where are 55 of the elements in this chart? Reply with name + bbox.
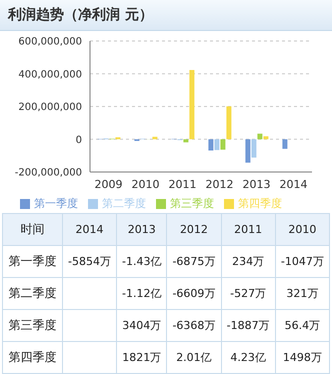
text: 2012 bbox=[166, 214, 222, 246]
text: -6368万 bbox=[166, 310, 222, 342]
text: 2011 bbox=[221, 214, 276, 246]
x-tick-label: 2011 bbox=[168, 178, 196, 191]
text: -1.43亿 bbox=[116, 246, 167, 278]
text: 4.23亿 bbox=[221, 342, 276, 374]
text: 321万 bbox=[275, 278, 330, 310]
text: 第三季度 bbox=[2, 310, 62, 342]
bar bbox=[183, 139, 188, 142]
x-tick-label: 2010 bbox=[132, 178, 160, 191]
y-tick-label: 600,000,000 bbox=[18, 36, 82, 48]
text: 2010 bbox=[275, 214, 330, 246]
y-tick-label: 200,000,000 bbox=[18, 102, 82, 114]
bar bbox=[220, 139, 226, 150]
text: 56.4万 bbox=[275, 310, 330, 342]
text: -1887万 bbox=[221, 310, 276, 342]
text: 234万 bbox=[221, 246, 276, 278]
bar bbox=[257, 134, 262, 140]
text: 第一季度 bbox=[2, 246, 62, 278]
legend-label: 第四季度 bbox=[238, 197, 282, 210]
bar bbox=[226, 106, 232, 140]
x-tick-label: 2013 bbox=[242, 178, 270, 191]
text: 2014 bbox=[62, 214, 117, 246]
legend-label: 第一季度 bbox=[34, 197, 78, 210]
legend-label: 第三季度 bbox=[170, 197, 214, 210]
chart-title: 利润趋势（净利润 元） bbox=[0, 0, 332, 31]
y-tick-label: 0 bbox=[76, 134, 82, 146]
text: -1047万 bbox=[275, 246, 330, 278]
text: 时间 bbox=[2, 214, 62, 246]
bar bbox=[189, 70, 194, 140]
y-tick-label: -200,000,000 bbox=[14, 168, 82, 179]
text: 1821万 bbox=[116, 342, 167, 374]
text: 2013 bbox=[116, 214, 167, 246]
text: -6609万 bbox=[166, 278, 222, 310]
text: 1498万 bbox=[275, 342, 330, 374]
bar bbox=[263, 136, 268, 140]
x-tick-label: 2012 bbox=[206, 178, 234, 191]
text: -6875万 bbox=[166, 246, 222, 278]
bar bbox=[214, 139, 220, 150]
text: -1.12亿 bbox=[116, 278, 167, 310]
bar bbox=[152, 136, 158, 140]
text: -527万 bbox=[221, 278, 276, 310]
text: 第二季度 bbox=[2, 278, 62, 310]
y-tick-label: 400,000,000 bbox=[18, 69, 82, 80]
bar bbox=[208, 139, 214, 151]
x-tick-label: 2009 bbox=[94, 178, 122, 191]
text: 2.01亿 bbox=[166, 342, 222, 374]
text: 3404万 bbox=[116, 310, 167, 342]
text: -5854万 bbox=[62, 246, 117, 278]
bar bbox=[245, 139, 250, 163]
text: 第四季度 bbox=[2, 342, 62, 374]
bar bbox=[251, 139, 256, 158]
x-tick-label: 2014 bbox=[280, 178, 308, 191]
bar bbox=[282, 139, 288, 149]
legend-label: 第二季度 bbox=[102, 197, 146, 210]
